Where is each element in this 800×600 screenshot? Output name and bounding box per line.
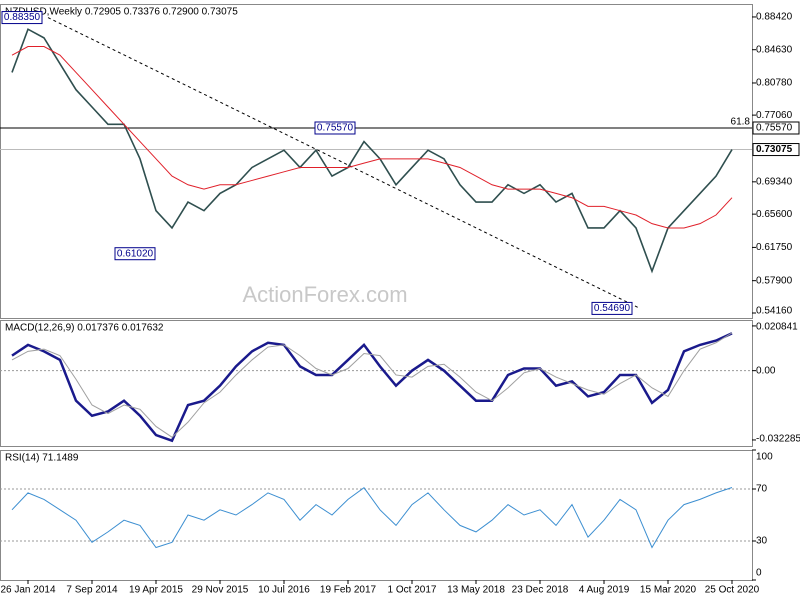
x-tick-label: 19 Apr 2015: [129, 585, 183, 596]
series-line: [11, 486, 733, 549]
panel-title: RSI(14) 71.1489: [5, 453, 79, 464]
x-tick-label: 10 Jul 2016: [258, 585, 310, 596]
y-tick-label: 0.65600: [756, 209, 793, 220]
x-tick-label: 25 Oct 2020: [705, 585, 760, 596]
annotation-box: [1, 11, 43, 25]
series-line: [11, 28, 733, 274]
current-price-label: 0.73075: [756, 144, 793, 155]
annotation-box: [114, 247, 156, 261]
panel-title: MACD(12,26,9) 0.017376 0.017632: [5, 323, 164, 334]
current-price-box: [752, 143, 800, 157]
trendline: [47, 17, 641, 309]
level-price-label: 0.75570: [756, 123, 793, 134]
x-tick-label: 13 May 2018: [447, 585, 505, 596]
panel-frame: [0, 320, 753, 447]
x-tick-label: 7 Sep 2014: [66, 585, 118, 596]
x-tick-label: 15 Mar 2020: [640, 585, 697, 596]
annotation-label: 0.54690: [594, 303, 631, 314]
annotation-label: 0.88350: [4, 12, 41, 23]
watermark: ActionForex.com: [242, 282, 407, 307]
y-tick-label: 0.69340: [756, 176, 793, 187]
y-tick-label: 70: [756, 484, 768, 495]
y-tick-label: -0.032285: [756, 434, 800, 445]
annotation-box: [314, 121, 356, 135]
y-tick-label: 0.80780: [756, 78, 793, 89]
series-line: [11, 46, 733, 229]
y-tick-label: 0: [756, 568, 762, 579]
annotation-label: 0.75570: [317, 123, 354, 134]
level-price-box: [752, 121, 800, 135]
fib-label: 61.8: [731, 117, 751, 128]
y-tick-label: 0.77060: [756, 110, 793, 121]
x-tick-label: 1 Oct 2017: [388, 585, 437, 596]
annotation-label: 0.61020: [117, 248, 154, 259]
y-tick-label: 0.54160: [756, 306, 793, 317]
y-tick-label: 0.00: [756, 365, 776, 376]
x-tick-label: 26 Jan 2014: [0, 585, 55, 596]
y-tick-label: 100: [756, 452, 773, 463]
x-tick-label: 29 Nov 2015: [192, 585, 249, 596]
series-line: [11, 332, 733, 443]
x-tick-label: 4 Aug 2019: [579, 585, 630, 596]
panel-title: NZDUSD,Weekly 0.72905 0.73376 0.72900 0.…: [5, 7, 238, 18]
panel-frame: [0, 4, 753, 319]
y-tick-label: 30: [756, 536, 768, 547]
y-tick-label: 0.61750: [756, 242, 793, 253]
y-tick-label: 0.84630: [756, 44, 793, 55]
panel-frame: [0, 450, 753, 581]
x-tick-label: 23 Dec 2018: [512, 585, 569, 596]
y-tick-label: 0.88420: [756, 12, 793, 23]
series-line: [11, 332, 733, 438]
y-tick-label: 0.57900: [756, 275, 793, 286]
annotation-box: [591, 301, 633, 315]
y-tick-label: 0.020841: [756, 322, 798, 333]
x-tick-label: 19 Feb 2017: [320, 585, 377, 596]
